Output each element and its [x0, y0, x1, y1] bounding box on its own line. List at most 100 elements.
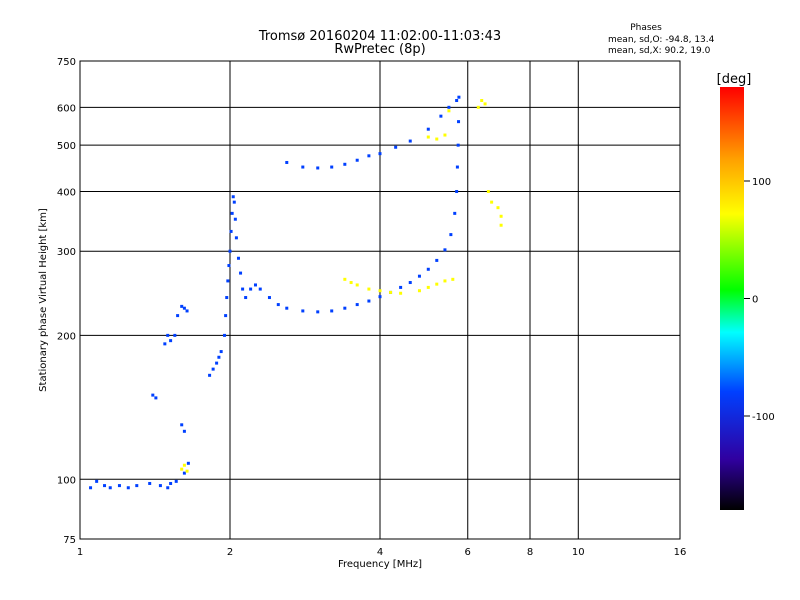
data-point	[367, 154, 371, 158]
data-point	[443, 279, 447, 283]
data-point	[224, 314, 228, 318]
data-point	[169, 481, 173, 485]
x-tick-label: 6	[465, 547, 471, 558]
data-point	[378, 295, 382, 299]
data-point	[180, 423, 184, 427]
data-point	[480, 99, 484, 103]
x-tick-label: 10	[572, 547, 585, 558]
data-point	[330, 309, 334, 313]
data-point	[455, 165, 459, 169]
x-tick-label: 1	[77, 547, 83, 558]
y-tick-label: 200	[57, 331, 76, 342]
data-point	[378, 289, 382, 293]
data-point	[378, 152, 382, 156]
data-point	[244, 296, 248, 300]
data-point	[249, 287, 253, 291]
x-tick-label: 8	[527, 547, 533, 558]
phases-title: Phases	[630, 23, 662, 33]
x-tick-label: 16	[674, 547, 687, 558]
data-point	[182, 306, 186, 310]
data-point	[355, 158, 359, 162]
y-tick-label: 500	[57, 141, 76, 152]
data-point	[185, 309, 189, 313]
data-point	[301, 165, 305, 169]
data-point	[163, 342, 167, 346]
data-point	[343, 306, 347, 310]
data-point	[211, 367, 215, 371]
data-point	[443, 248, 447, 252]
chart-subtitle: RwPretec (8p)	[334, 42, 425, 57]
grid-lines	[80, 61, 680, 539]
y-axis-label: Stationary phase Virtual Height [km]	[38, 208, 49, 392]
data-point	[276, 303, 280, 307]
data-point	[389, 290, 393, 294]
data-point	[457, 95, 461, 99]
y-tick-label: 400	[57, 187, 76, 198]
y-tick-label: 750	[57, 57, 76, 68]
data-point	[231, 195, 235, 199]
data-point	[258, 287, 262, 291]
data-point	[126, 486, 130, 490]
y-tick-label: 600	[57, 103, 76, 114]
data-point	[483, 102, 487, 106]
phases-x-stats: mean, sd,X: 90.2, 19.0	[608, 46, 711, 56]
data-point	[343, 162, 347, 166]
data-point	[182, 463, 186, 467]
data-point	[426, 285, 430, 289]
data-point	[435, 258, 439, 262]
data-point	[408, 139, 412, 143]
data-point	[229, 229, 233, 233]
data-point	[158, 484, 162, 488]
data-point	[186, 461, 190, 465]
data-point	[316, 166, 320, 170]
data-point	[173, 333, 177, 337]
data-point	[166, 486, 170, 490]
data-point	[301, 309, 305, 313]
data-point	[443, 133, 447, 137]
data-point	[349, 281, 353, 285]
data-point	[239, 271, 243, 275]
data-point	[435, 282, 439, 286]
colorbar	[720, 87, 744, 510]
data-point	[182, 429, 186, 433]
data-point	[343, 277, 347, 281]
data-point	[455, 99, 459, 103]
data-point	[253, 283, 257, 287]
data-point	[223, 333, 227, 337]
data-point	[174, 479, 178, 483]
data-point	[476, 105, 480, 109]
data-point	[241, 287, 245, 291]
data-point	[225, 296, 229, 300]
data-point	[236, 256, 240, 260]
data-point	[217, 355, 221, 359]
data-point	[185, 469, 189, 473]
data-point	[486, 189, 490, 193]
phases-o-stats: mean, sd,O: -94.8, 13.4	[608, 35, 715, 45]
data-point	[176, 314, 180, 318]
data-point	[285, 306, 289, 310]
data-point	[219, 350, 223, 354]
data-point	[426, 127, 430, 131]
data-point	[499, 223, 503, 227]
data-point	[417, 274, 421, 278]
data-point	[226, 279, 230, 283]
data-point	[408, 281, 412, 285]
data-point	[453, 211, 457, 215]
colorbar-tick-label: 0	[752, 295, 758, 306]
data-point	[182, 471, 186, 475]
colorbar-ticks: 100 0 -100	[744, 177, 775, 423]
data-point	[394, 145, 398, 149]
x-tick-label: 2	[227, 547, 233, 558]
data-point	[227, 264, 231, 268]
data-point	[316, 310, 320, 314]
data-point	[455, 189, 459, 193]
data-point	[285, 160, 289, 164]
data-point	[208, 373, 212, 377]
y-tick-label: 300	[57, 247, 76, 258]
data-point	[148, 481, 152, 485]
data-point	[215, 361, 219, 365]
data-point	[399, 291, 403, 295]
data-point	[355, 283, 359, 287]
axis-ticks: 1 2 4 6 8 10 16 75 100 200 300 400 500 600 750	[57, 57, 686, 558]
